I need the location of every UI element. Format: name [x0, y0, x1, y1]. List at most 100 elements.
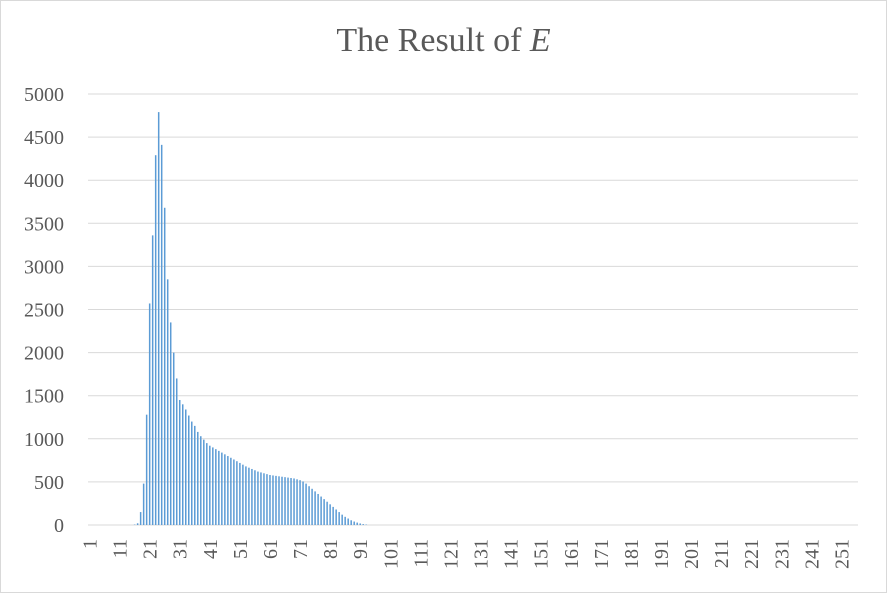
- x-tick-label: 1: [80, 539, 102, 549]
- bar: [203, 439, 205, 525]
- x-tick-label: 211: [711, 539, 733, 568]
- x-tick-label: 221: [741, 539, 763, 569]
- bar: [299, 480, 301, 525]
- chart-title: The Result of E: [0, 22, 887, 60]
- bar: [254, 470, 256, 525]
- bar: [281, 476, 283, 525]
- x-tick-label: 41: [200, 539, 222, 559]
- bar: [191, 421, 193, 525]
- x-tick-label: 51: [230, 539, 252, 559]
- y-tick-label: 2000: [24, 343, 64, 365]
- y-tick-label: 1500: [24, 386, 64, 408]
- bar: [344, 516, 346, 525]
- x-tick-label: 251: [831, 539, 853, 569]
- x-tick-label: 121: [440, 539, 462, 569]
- bar: [197, 431, 199, 525]
- bar-series: [133, 112, 367, 526]
- bar: [275, 475, 277, 525]
- bar: [329, 504, 331, 525]
- chart-title-text: The Result of: [336, 22, 530, 59]
- y-tick-label: 5000: [24, 84, 64, 106]
- x-tick-label: 241: [801, 539, 823, 569]
- x-tick-label: 181: [621, 539, 643, 569]
- bar: [335, 509, 337, 525]
- bar: [290, 478, 292, 525]
- x-tick-label: 101: [380, 539, 402, 569]
- bar: [248, 467, 250, 525]
- bar: [317, 493, 319, 525]
- bar: [157, 112, 160, 526]
- y-tick-label: 1000: [24, 429, 64, 451]
- bar: [175, 378, 178, 525]
- bar: [326, 501, 328, 525]
- chart-title-variable: E: [529, 22, 551, 59]
- bar: [242, 464, 244, 525]
- bar: [142, 483, 145, 525]
- bar: [284, 477, 286, 525]
- x-tick-label: 81: [320, 539, 342, 559]
- bar: [323, 499, 325, 525]
- y-tick-label: 3000: [24, 256, 64, 278]
- bar: [163, 207, 166, 525]
- bar: [172, 352, 175, 525]
- x-tick-label: 201: [681, 539, 703, 569]
- bar: [260, 472, 262, 525]
- bar: [227, 456, 229, 525]
- bar: [218, 450, 220, 525]
- bar: [266, 474, 268, 525]
- bar: [350, 520, 352, 525]
- x-tick-label: 231: [771, 539, 793, 569]
- y-tick-label: 2500: [24, 300, 64, 322]
- x-tick-label: 31: [170, 539, 192, 559]
- bar: [293, 478, 295, 525]
- bar: [263, 473, 265, 525]
- x-tick-label: 151: [531, 539, 553, 569]
- bar: [139, 512, 142, 525]
- bar: [287, 477, 289, 525]
- bar: [245, 466, 247, 525]
- bar: [154, 155, 157, 525]
- bar: [251, 468, 253, 525]
- bar: [296, 479, 298, 525]
- bar: [160, 144, 163, 525]
- bar: [356, 522, 358, 525]
- bar: [151, 235, 154, 526]
- bar: [302, 481, 304, 525]
- bar: [308, 486, 310, 525]
- bar: [272, 475, 274, 525]
- x-tick-label: 21: [140, 539, 162, 559]
- bar: [269, 475, 271, 525]
- bar: [206, 443, 208, 525]
- y-tick-label: 4000: [24, 170, 64, 192]
- y-tick-label: 4500: [24, 127, 64, 149]
- bar: [148, 303, 151, 525]
- y-tick-label: 0: [54, 515, 64, 537]
- bar: [239, 462, 241, 525]
- bar: [353, 521, 355, 525]
- bar: [178, 400, 181, 525]
- bar: [145, 414, 148, 525]
- bar: [185, 409, 187, 525]
- x-tick-label: 111: [410, 539, 432, 568]
- x-axis-ticks: 1 11 21 31 41 51 61 71 81 91 101 111 121 131 141 151 161…: [80, 539, 854, 569]
- bar: [320, 496, 322, 525]
- x-tick-label: 71: [290, 539, 312, 559]
- bar: [347, 518, 349, 525]
- y-axis-ticks: 0 500 1000 1500 2000 2500 3000 3500 4000 4500 5000: [24, 84, 64, 537]
- bar: [212, 447, 214, 525]
- x-tick-label: 61: [260, 539, 282, 559]
- bar: [359, 523, 361, 525]
- y-tick-label: 500: [34, 472, 64, 494]
- bar: [362, 524, 364, 525]
- bar: [200, 436, 202, 525]
- bar: [169, 322, 172, 525]
- bar: [181, 404, 184, 525]
- bar: [236, 461, 238, 525]
- bar: [215, 449, 217, 525]
- x-tick-label: 191: [651, 539, 673, 569]
- bar: [188, 415, 190, 525]
- bar: [209, 445, 211, 525]
- x-tick-label: 141: [501, 539, 523, 569]
